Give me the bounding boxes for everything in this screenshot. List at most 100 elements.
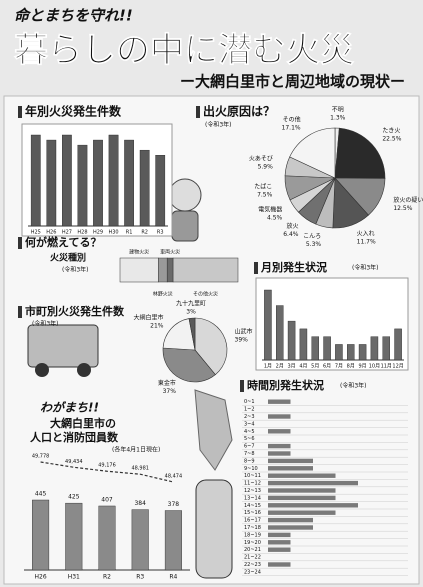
bar bbox=[93, 140, 102, 226]
section-title: 出火原因は？ bbox=[203, 104, 275, 119]
row-label: 19~20 bbox=[244, 540, 261, 546]
bar bbox=[335, 344, 342, 360]
bar bbox=[324, 337, 331, 360]
bar bbox=[268, 474, 336, 478]
bar bbox=[300, 329, 307, 360]
wheel bbox=[35, 363, 49, 377]
bar bbox=[268, 481, 358, 485]
bar bbox=[47, 140, 56, 226]
x-tick-label: H26 bbox=[46, 230, 56, 236]
x-tick-label: 5月 bbox=[311, 364, 319, 370]
row-label: 13~14 bbox=[244, 495, 261, 501]
slice-label: 放火 bbox=[286, 222, 298, 230]
x-tick-label: 6月 bbox=[323, 364, 331, 370]
x-tick-label: 9月 bbox=[358, 364, 366, 370]
section-title: 大網白里市の bbox=[50, 416, 116, 430]
x-tick-label: R1 bbox=[126, 230, 133, 236]
stack-segment bbox=[173, 258, 238, 282]
row-label: 9~10 bbox=[244, 466, 258, 472]
x-tick-label: 11月 bbox=[381, 364, 392, 370]
row-label: 16~17 bbox=[244, 518, 261, 524]
line-value: 49,434 bbox=[65, 459, 83, 465]
x-tick-label: 8月 bbox=[347, 364, 355, 370]
section-marker bbox=[18, 106, 22, 118]
slice-label: たばこ bbox=[254, 182, 272, 190]
slice-value: 17.1% bbox=[282, 125, 301, 132]
segment-label: 林野火災 bbox=[153, 291, 173, 298]
slice-label: 火あそび bbox=[249, 154, 273, 162]
slice-value: 1.3% bbox=[330, 115, 346, 122]
slice-value: 39% bbox=[235, 336, 249, 343]
row-label: 20~21 bbox=[244, 547, 261, 553]
section-marker bbox=[240, 380, 244, 392]
bar bbox=[268, 496, 336, 500]
fire-truck bbox=[28, 325, 98, 367]
row-label: 15~16 bbox=[244, 510, 261, 516]
row-label: 8~9 bbox=[244, 458, 255, 464]
x-tick-label: 10月 bbox=[369, 364, 380, 370]
row-label: 14~15 bbox=[244, 503, 261, 509]
slice-value: 5.9% bbox=[258, 163, 274, 170]
section-title: 時間別発生状況 bbox=[247, 378, 324, 392]
row-label: 18~19 bbox=[244, 532, 261, 538]
bar bbox=[347, 344, 354, 360]
bar bbox=[109, 135, 118, 226]
bar bbox=[268, 400, 291, 404]
section-subtitle: (各年4月1日現在) bbox=[112, 446, 160, 454]
bar bbox=[31, 135, 40, 226]
bar-value: 425 bbox=[68, 494, 80, 501]
bar bbox=[66, 503, 83, 570]
x-tick-label: 4月 bbox=[299, 364, 307, 370]
bar bbox=[268, 459, 313, 463]
section-marker bbox=[18, 237, 22, 249]
section-marker bbox=[254, 262, 258, 274]
mascot-body bbox=[172, 211, 198, 241]
bar bbox=[268, 540, 291, 544]
x-tick-label: 2月 bbox=[276, 364, 284, 370]
bar bbox=[62, 135, 71, 226]
bar bbox=[268, 511, 336, 515]
wheel bbox=[77, 363, 91, 377]
slice-label: 火入れ bbox=[357, 231, 375, 238]
row-label: 21~22 bbox=[244, 555, 261, 561]
bar bbox=[268, 466, 313, 470]
row-label: 0~1 bbox=[244, 399, 255, 405]
x-tick-label: R2 bbox=[141, 230, 148, 236]
section-subtitle: (令和3年) bbox=[32, 320, 59, 328]
slice-label: たき火 bbox=[382, 127, 400, 134]
extinguisher bbox=[196, 480, 232, 578]
mascot-head bbox=[169, 179, 201, 211]
bar bbox=[268, 518, 313, 522]
x-tick-label: 3月 bbox=[287, 364, 295, 370]
line-value: 48,981 bbox=[131, 466, 149, 472]
slice-value: 4.5% bbox=[267, 215, 283, 222]
bar bbox=[124, 140, 133, 226]
segment-label: 車両火災 bbox=[160, 249, 180, 256]
section-heading: 火災種別 bbox=[50, 252, 86, 264]
bar bbox=[140, 150, 149, 226]
main-title: 暮らしの中に潜む火災 bbox=[14, 31, 354, 71]
x-tick-label: H25 bbox=[31, 230, 41, 236]
x-tick-label: H26 bbox=[35, 574, 47, 581]
slice-label: 電気機器 bbox=[258, 206, 282, 214]
line-value: 49,176 bbox=[98, 463, 116, 469]
bar-value: 384 bbox=[134, 500, 146, 507]
slice-value: 21% bbox=[150, 323, 164, 330]
tagline: わがまち!! bbox=[40, 401, 99, 415]
bar bbox=[268, 548, 291, 552]
bar bbox=[268, 562, 291, 566]
slice-label: 九十九里町 bbox=[176, 300, 206, 308]
subtitle: ー大網白里市と周辺地域の現状ー bbox=[180, 73, 405, 91]
bar bbox=[312, 337, 319, 360]
section-title: 人口と消防団員数 bbox=[30, 430, 119, 444]
bar bbox=[268, 525, 313, 529]
stack-segment bbox=[120, 258, 158, 282]
line-value: 49,778 bbox=[32, 454, 50, 460]
slice-label: こんろ bbox=[303, 233, 321, 240]
slice-value: 22.5% bbox=[382, 135, 401, 142]
row-label: 22~23 bbox=[244, 562, 261, 568]
slice-label: 山武市 bbox=[235, 327, 253, 335]
bar bbox=[156, 155, 165, 226]
slice-value: 12.5% bbox=[393, 205, 412, 212]
bar bbox=[268, 429, 291, 433]
